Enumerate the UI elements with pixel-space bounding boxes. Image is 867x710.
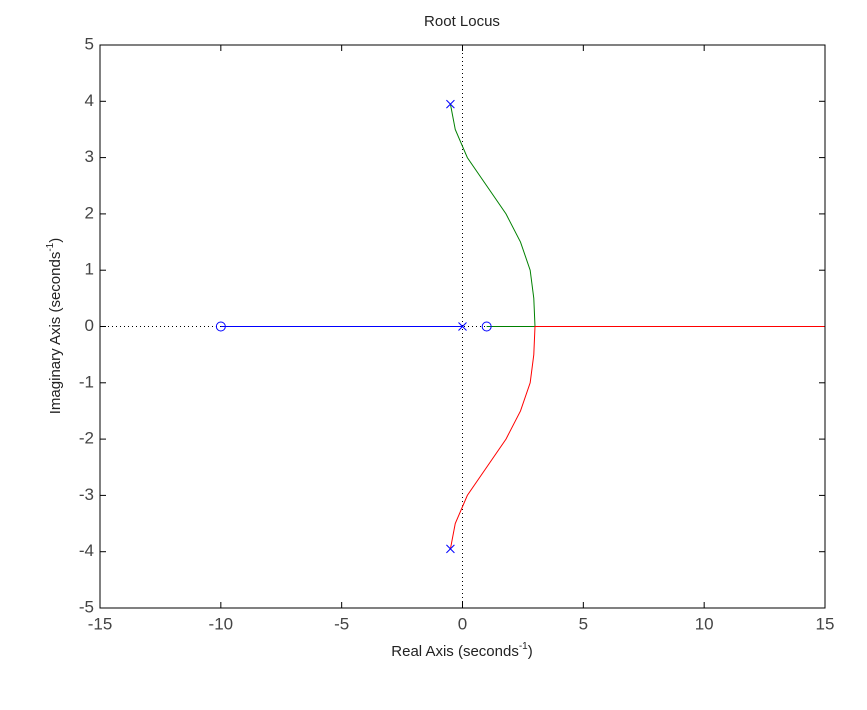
x-tick-label: -15 <box>88 614 113 633</box>
x-label-close: ) <box>528 643 533 660</box>
chart-title: Root Locus <box>424 13 500 30</box>
x-label-text: Real Axis (seconds <box>391 643 519 660</box>
y-tick-label: -1 <box>79 372 94 391</box>
y-tick-label: 3 <box>85 147 94 166</box>
y-tick-label: -2 <box>79 429 94 448</box>
pole <box>446 544 455 554</box>
x-tick-label: 0 <box>458 614 467 633</box>
y-tick-label: 1 <box>85 260 94 279</box>
pole <box>446 99 455 109</box>
x-label-sup: -1 <box>519 641 528 652</box>
x-axis-label: Real Axis (seconds-1) <box>391 641 532 660</box>
y-tick-label: 2 <box>85 203 94 222</box>
y-label-sup: -1 <box>45 242 56 251</box>
plot-frame <box>99 44 826 609</box>
pole <box>458 322 467 331</box>
x-tick-label: 5 <box>579 614 588 633</box>
y-label-close: ) <box>47 238 64 243</box>
x-tick-label: -10 <box>209 614 234 633</box>
locus-branch <box>449 326 825 549</box>
x-tick-label: -5 <box>334 614 349 633</box>
y-tick-label: -3 <box>79 485 94 504</box>
locus-branch <box>449 104 536 327</box>
zero <box>215 321 226 332</box>
y-axis-label: Imaginary Axis (seconds-1) <box>45 238 64 414</box>
y-label-text: Imaginary Axis (seconds <box>47 252 64 415</box>
y-tick-label: -4 <box>79 541 94 560</box>
y-tick-label: 4 <box>85 91 94 110</box>
y-tick-label: 5 <box>85 34 94 53</box>
x-tick-label: 15 <box>816 614 835 633</box>
x-tick-label: 10 <box>695 614 714 633</box>
zero <box>481 321 492 332</box>
y-tick-label: -5 <box>79 597 94 616</box>
y-tick-label: 0 <box>85 316 94 335</box>
